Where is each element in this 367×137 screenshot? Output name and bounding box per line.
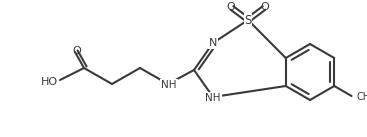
- Text: NH: NH: [205, 93, 221, 103]
- Text: NH: NH: [161, 80, 177, 90]
- Text: O: O: [73, 46, 81, 56]
- Text: O: O: [227, 2, 235, 12]
- Text: O: O: [261, 2, 269, 12]
- Text: N: N: [209, 38, 217, 48]
- Text: HO: HO: [41, 77, 58, 87]
- Text: S: S: [244, 14, 252, 26]
- Text: CH₃: CH₃: [357, 92, 367, 102]
